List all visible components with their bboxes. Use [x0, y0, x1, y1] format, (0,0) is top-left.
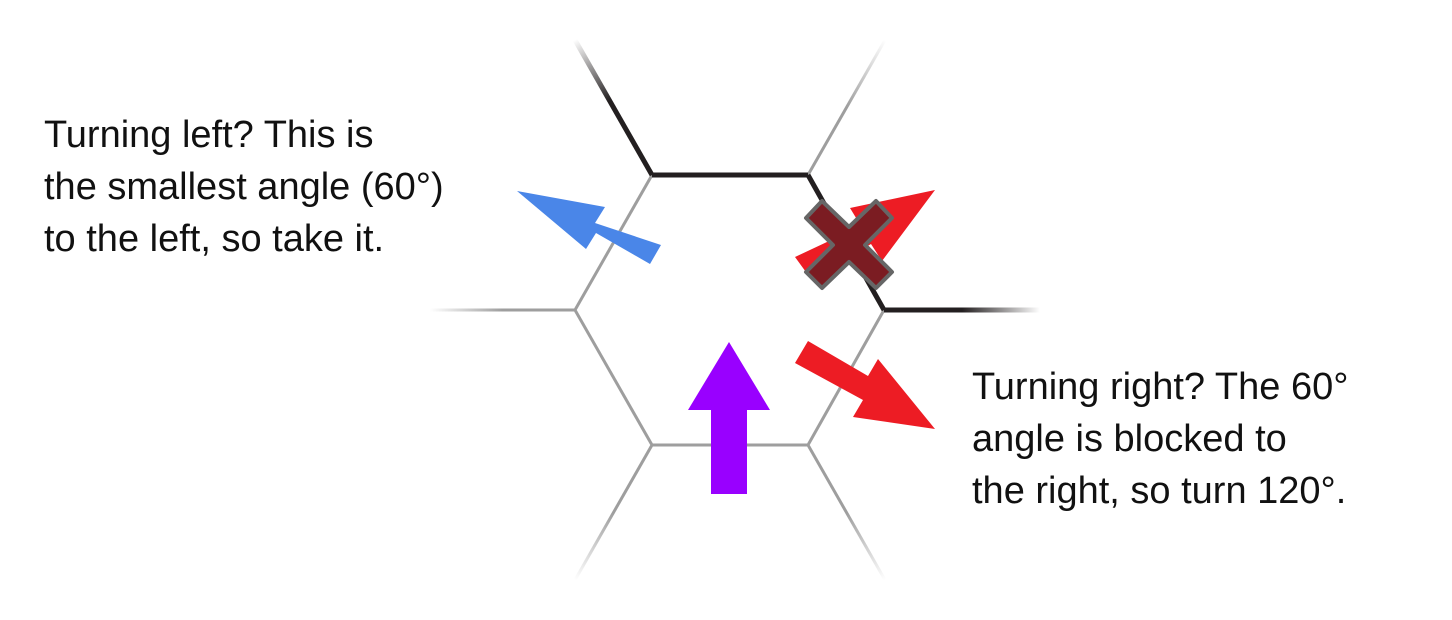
grid-spoke-upper-right — [806, 39, 887, 176]
grid-spoke-lower-left — [573, 444, 654, 581]
right-caption-line: angle is blocked to — [972, 418, 1287, 460]
right-caption-line: the right, so turn 120°. — [972, 470, 1347, 512]
left-caption-line: the smallest angle (60°) — [44, 166, 444, 208]
grid-spoke-lower-right — [806, 444, 887, 581]
wall-spoke-upper-left — [572, 38, 655, 177]
right-caption-line: Turning right? The 60° — [972, 366, 1349, 408]
blocked-x-icon — [804, 199, 894, 290]
left-arrow-icon — [517, 191, 661, 264]
left-caption-line: Turning left? This is — [44, 114, 374, 156]
right-turn-caption: Turning right? The 60° angle is blocked … — [972, 361, 1348, 517]
right-taken-arrow-icon — [795, 341, 935, 429]
grid-edge-left-lower — [573, 309, 654, 446]
hex-grid — [430, 39, 887, 581]
left-turn-caption: Turning left? This is the smallest angle… — [44, 109, 444, 265]
forward-arrow-icon — [688, 342, 770, 494]
left-caption-line: to the left, so take it. — [44, 218, 385, 260]
